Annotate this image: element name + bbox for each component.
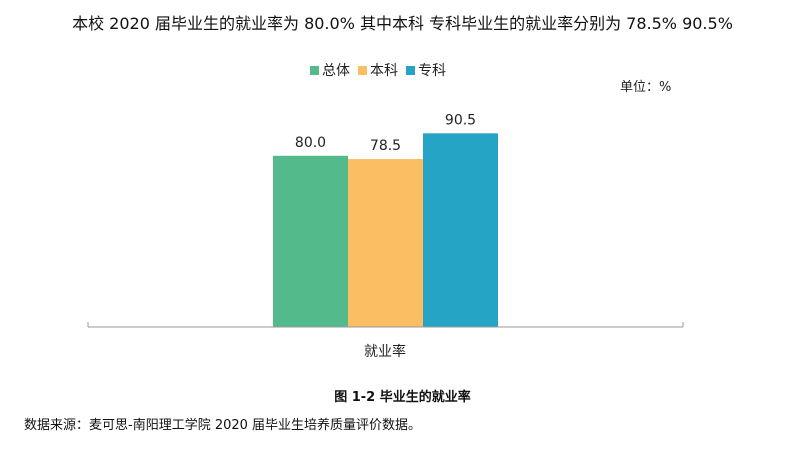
- data-label-undergraduate: 78.5: [370, 138, 401, 154]
- data-label-overall: 80.0: [295, 135, 326, 151]
- data-source: 数据来源：麦可思-南阳理工学院 2020 届毕业生培养质量评价数据。: [24, 418, 422, 433]
- chart-legend: 总体 本科 专科: [310, 60, 446, 80]
- legend-label-overall: 总体: [322, 63, 350, 79]
- bar-group: 80.0 78.5 90.5: [273, 112, 498, 327]
- legend-swatch-vocational: [406, 65, 415, 75]
- legend-item-overall: 总体: [310, 60, 350, 80]
- legend-swatch-undergraduate: [358, 65, 367, 75]
- chart-headline: 本校 2020 届毕业生的就业率为 80.0% 其中本科 专科毕业生的就业率分别…: [72, 14, 733, 33]
- legend-item-vocational: 专科: [406, 60, 446, 80]
- bar-undergraduate: [348, 159, 423, 327]
- bar-overall: [273, 155, 348, 327]
- legend-item-undergraduate: 本科: [358, 60, 398, 80]
- legend-label-undergraduate: 本科: [370, 63, 398, 79]
- unit-label: 单位：%: [620, 80, 672, 95]
- legend-label-vocational: 专科: [418, 63, 446, 79]
- figure-caption: 图 1-2 毕业生的就业率: [334, 390, 471, 405]
- bar-vocational: [423, 133, 498, 327]
- legend-swatch-overall: [310, 65, 319, 75]
- data-label-vocational: 90.5: [445, 112, 476, 128]
- bar-chart: 80.0 78.5 90.5 就业率: [87, 112, 684, 360]
- x-category-label: 就业率: [364, 343, 406, 360]
